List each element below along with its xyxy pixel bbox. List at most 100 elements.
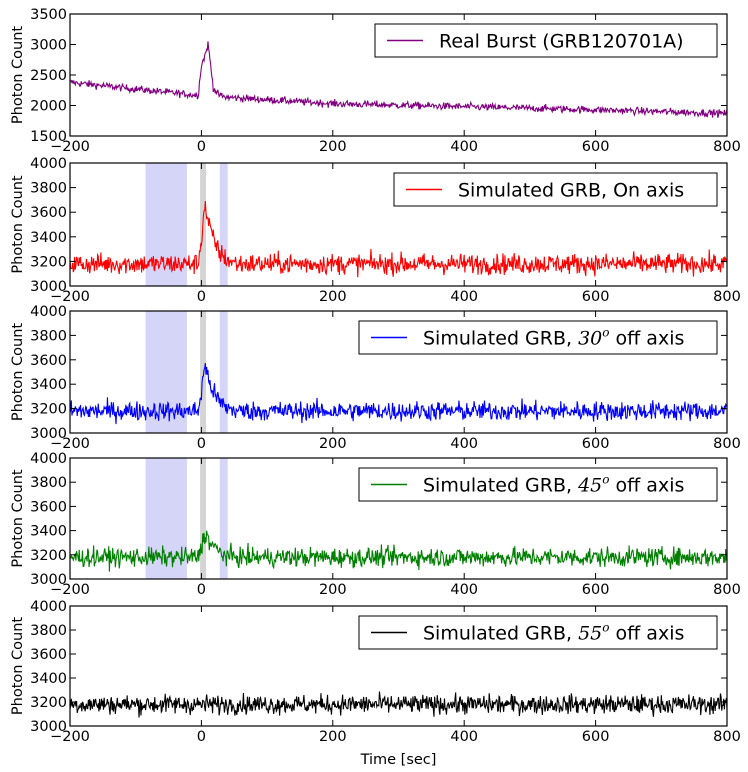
y-tick-label: 2000: [30, 99, 67, 115]
y-tick-label: 3200: [30, 402, 67, 418]
legend-label-text: Simulated GRB,: [423, 475, 578, 497]
legend: Simulated GRB, 45o off axis: [358, 467, 718, 502]
x-tick-label: 600: [582, 139, 610, 155]
legend-label-text: Real Burst (GRB120701A): [439, 31, 684, 53]
y-tick-label: 3800: [30, 181, 67, 197]
y-tick-label: 4000: [30, 304, 67, 320]
y-tick-label: 3000: [30, 279, 67, 295]
legend-box: [374, 23, 718, 58]
x-tick-label: 800: [713, 729, 741, 745]
x-tick-label: 600: [582, 289, 610, 305]
legend-degree-symbol: o: [602, 621, 609, 635]
y-tick-label: 3200: [30, 695, 67, 711]
y-tick-label: 3400: [30, 524, 67, 540]
x-tick-label: 800: [713, 139, 741, 155]
x-tick-label: 200: [319, 436, 347, 452]
x-tick-label: 600: [582, 729, 610, 745]
shaded-region-2: [200, 311, 206, 433]
series-line: [70, 41, 727, 118]
legend: Real Burst (GRB120701A): [374, 23, 718, 58]
x-tick-label: 0: [197, 729, 206, 745]
x-tick-label: 200: [319, 289, 347, 305]
shaded-region-3: [219, 311, 228, 433]
y-tick-label: 4000: [30, 156, 67, 172]
panel-1: 1500 2000 2500 3000 3500 −200 0 200 400 600 800 Pho…: [10, 7, 741, 155]
x-tick-label: 400: [450, 436, 478, 452]
panel-3: 3000 3200 3400 3600 3800 4000 −200 0 200 400 600 80…: [10, 304, 741, 452]
x-tick-label: 200: [319, 582, 347, 598]
y-tick-label: 3400: [30, 377, 67, 393]
y-tick-label: 3600: [30, 205, 67, 221]
y-tick-label: 3000: [30, 38, 67, 54]
shaded-region-3: [219, 458, 228, 579]
y-tick-label: 3000: [30, 572, 67, 588]
x-tick-label: 600: [582, 436, 610, 452]
y-tick-label: 2500: [30, 68, 67, 84]
y-tick-label: 3400: [30, 230, 67, 246]
plot-frame: [69, 457, 728, 580]
legend: Simulated GRB, On axis: [393, 172, 718, 207]
legend-box: [358, 615, 718, 650]
x-tick-label: −200: [50, 436, 90, 452]
series-line: [70, 201, 727, 278]
legend-label-suffix: off axis: [610, 623, 685, 645]
x-tick-label: −200: [50, 139, 90, 155]
plot-frame: [69, 310, 728, 434]
y-tick-label: 1500: [30, 129, 67, 145]
x-tick-label: 0: [197, 582, 206, 598]
legend-angle-value: 45: [577, 475, 602, 497]
y-tick-label: 3400: [30, 671, 67, 687]
y-tick-label: 4000: [30, 451, 67, 467]
legend-label: Real Burst (GRB120701A): [439, 31, 684, 53]
plot-frame: [69, 605, 728, 727]
y-tick-label: 3000: [30, 426, 67, 442]
legend-degree-symbol: o: [602, 473, 609, 487]
y-tick-label: 3200: [30, 548, 67, 564]
x-tick-label: 400: [450, 289, 478, 305]
x-tick-label: 0: [197, 139, 206, 155]
y-tick-label: 3800: [30, 475, 67, 491]
x-tick-label: 400: [450, 582, 478, 598]
y-tick-label: 3000: [30, 719, 67, 735]
y-tick-label: 3600: [30, 353, 67, 369]
legend-box: [393, 172, 718, 207]
x-tick-label: 800: [713, 289, 741, 305]
plot-frame: [69, 162, 728, 287]
legend-label-suffix: off axis: [610, 475, 685, 497]
series-line: [70, 691, 727, 718]
series-line: [70, 530, 727, 572]
y-tick-label: 3600: [30, 499, 67, 515]
legend-label-text: Simulated GRB,: [423, 623, 578, 645]
y-tick-label: 3200: [30, 254, 67, 270]
legend-label: Simulated GRB, 30o off axis: [423, 326, 684, 350]
legend-angle-value: 30: [578, 328, 602, 350]
x-tick-label: 400: [450, 139, 478, 155]
shaded-region-2: [200, 458, 206, 579]
y-axis-label: Photon Count: [10, 26, 26, 125]
y-tick-label: 4000: [30, 599, 67, 615]
x-tick-label: 200: [319, 729, 347, 745]
x-tick-label: 400: [450, 729, 478, 745]
x-tick-label: −200: [50, 729, 90, 745]
legend-label: Simulated GRB, 45o off axis: [423, 473, 684, 497]
legend-angle-value: 55: [578, 623, 602, 645]
legend-box: [358, 467, 718, 502]
panel-5: 3000 3200 3400 3600 3800 4000 −200 0 200 400 600 80…: [10, 599, 741, 745]
legend: Simulated GRB, 55o off axis: [358, 615, 718, 650]
x-tick-label: 600: [582, 582, 610, 598]
legend-label-text: Simulated GRB,: [423, 328, 578, 350]
shaded-region-3: [219, 163, 228, 286]
legend-degree-symbol: o: [602, 326, 609, 340]
legend-label-text: Simulated GRB, On axis: [458, 180, 684, 202]
x-tick-label: 800: [713, 582, 741, 598]
series-line: [70, 363, 727, 425]
y-axis-label: Photon Count: [10, 469, 26, 568]
x-axis-label: Time [sec]: [360, 752, 437, 768]
panel-2: 3000 3200 3400 3600 3800 4000 −200 0 200 400 600 80…: [10, 156, 741, 305]
legend-label: Simulated GRB, 55o off axis: [423, 621, 684, 645]
y-axis-label: Photon Count: [10, 175, 26, 274]
legend-label-suffix: off axis: [610, 328, 685, 350]
x-tick-label: 800: [713, 436, 741, 452]
legend-box: [358, 320, 718, 355]
